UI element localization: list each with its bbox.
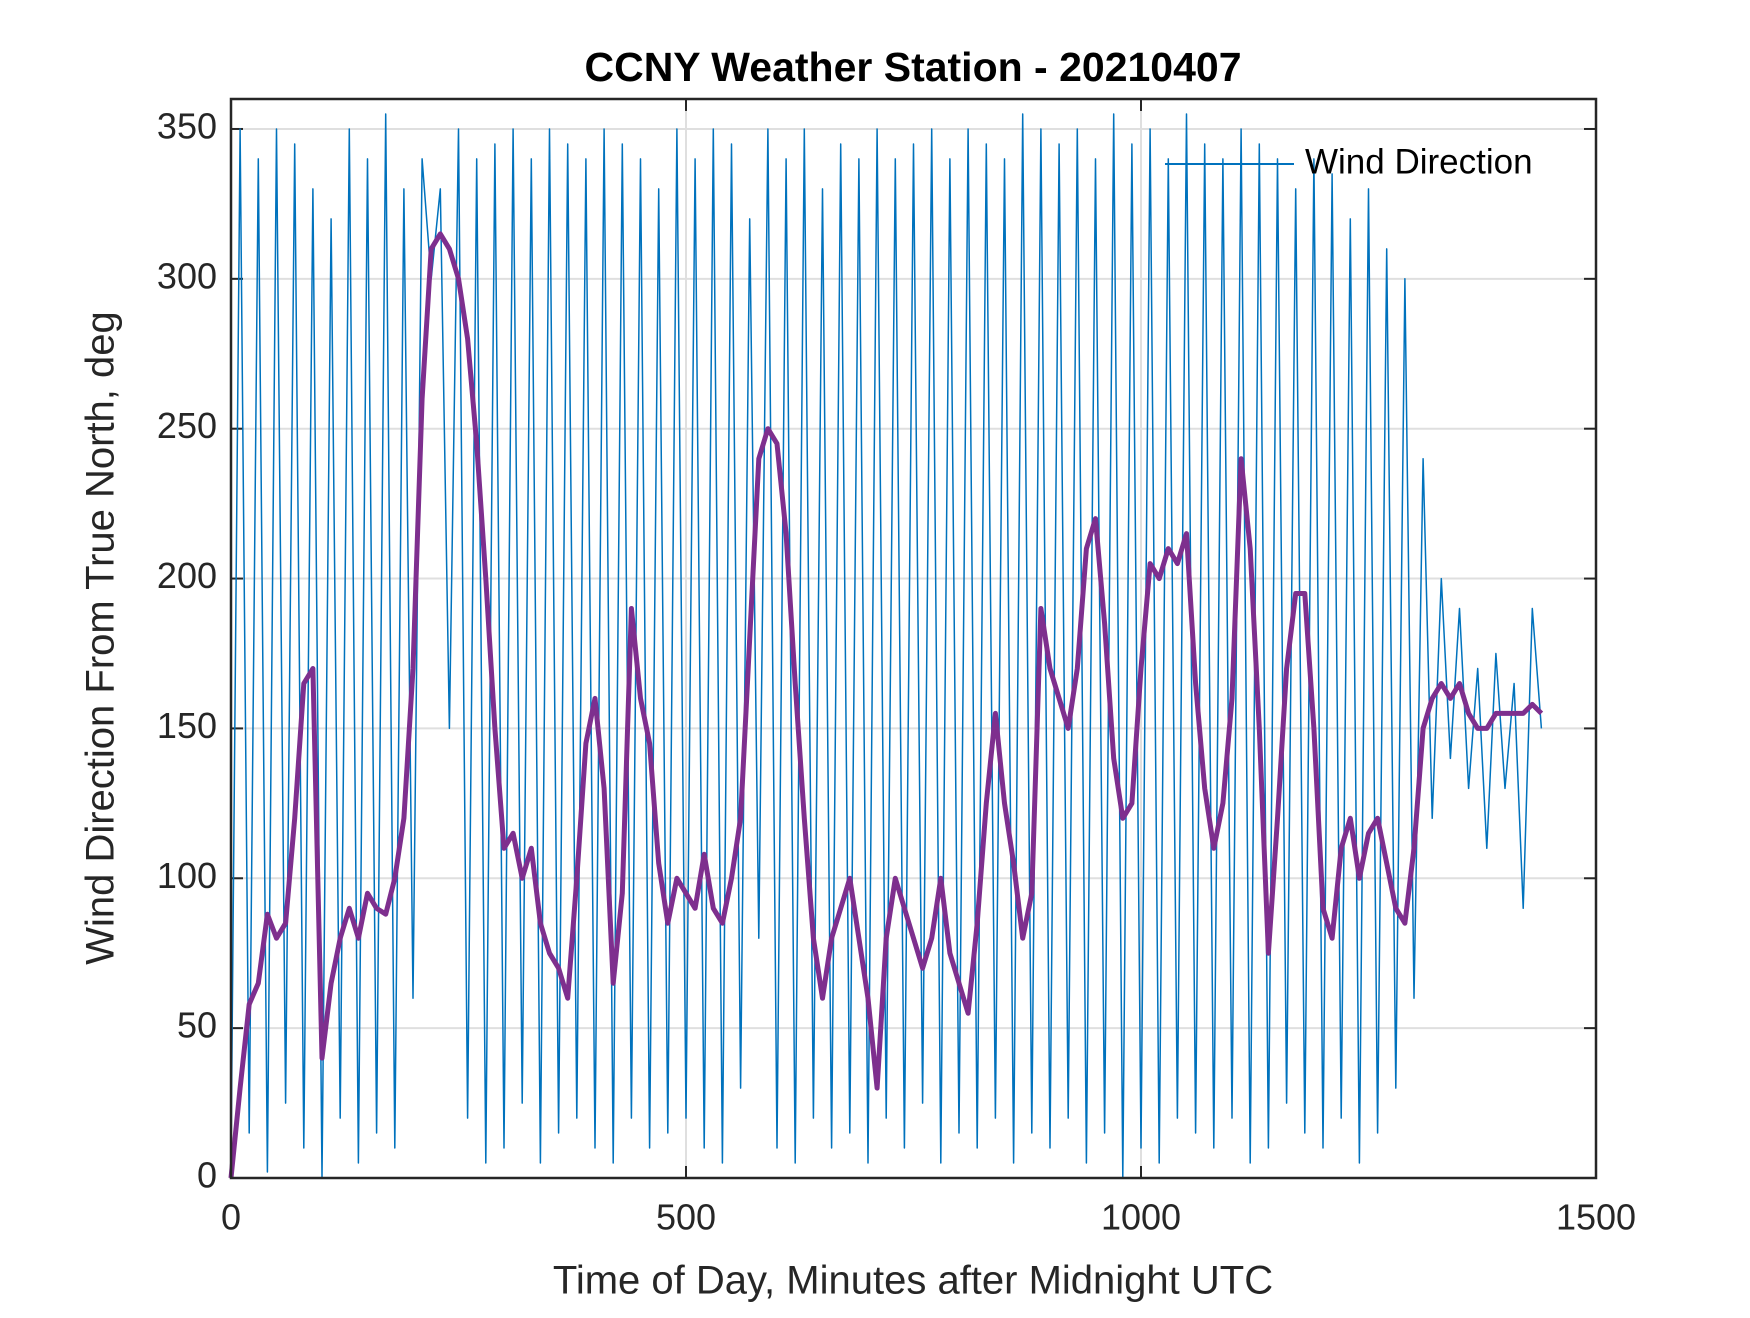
x-tick-label: 1500 [1556, 1197, 1636, 1238]
data-line [230, 113, 1543, 1179]
y-tick-label: 200 [157, 555, 217, 596]
y-tick-label: 0 [197, 1155, 217, 1196]
x-tick-label: 1000 [1101, 1197, 1181, 1238]
y-tick-label: 300 [157, 255, 217, 296]
chart-title: CCNY Weather Station - 20210407 [584, 44, 1241, 90]
data-line [228, 231, 1544, 1179]
y-tick-label: 150 [157, 705, 217, 746]
legend-label: Wind Direction [1305, 142, 1533, 181]
plot-frame [229, 97, 1598, 1180]
y-tick-label: 250 [157, 405, 217, 446]
y-axis-label: Wind Direction From True North, deg [79, 311, 123, 965]
x-axis-label: Time of Day, Minutes after Midnight UTC [553, 1259, 1273, 1303]
y-tick-label: 50 [177, 1005, 217, 1046]
y-tick-label: 100 [157, 855, 217, 896]
x-tick-label: 0 [221, 1197, 241, 1238]
y-tick-label: 350 [157, 105, 217, 146]
x-tick-label: 500 [656, 1197, 716, 1238]
